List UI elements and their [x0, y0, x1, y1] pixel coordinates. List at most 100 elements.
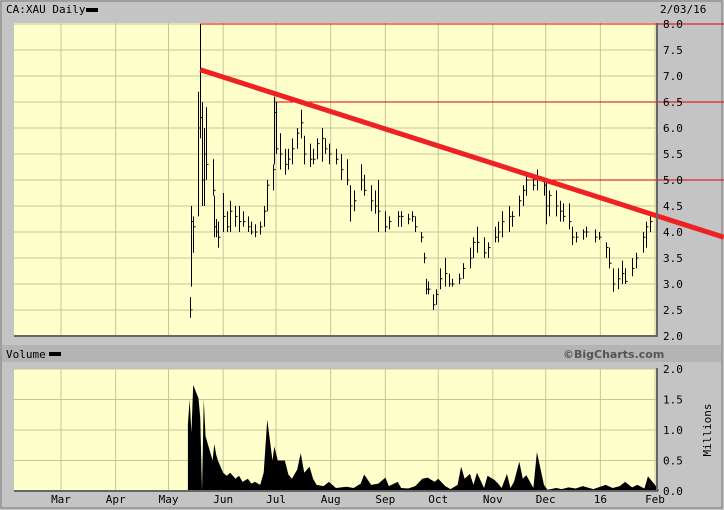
price-bar [632, 258, 635, 277]
price-bar [484, 237, 487, 258]
price-bar [385, 211, 388, 232]
volume-y-tick-label: 0.0 [663, 485, 683, 498]
price-bar [389, 216, 392, 230]
price-bar [618, 268, 621, 290]
x-tick-label: Oct [428, 493, 448, 506]
price-y-tick-label: 7.0 [663, 70, 683, 83]
chart-date: 2/03/16 [660, 3, 706, 16]
price-legend-swatch [86, 8, 98, 12]
price-bar [625, 268, 628, 284]
price-bar [354, 190, 357, 212]
price-bar [436, 289, 439, 305]
volume-legend-swatch [49, 352, 61, 356]
price-bar [556, 190, 559, 217]
price-bar [325, 138, 328, 154]
price-bar [622, 260, 625, 284]
price-bar [313, 148, 316, 165]
x-tick-label: Jun [213, 493, 233, 506]
price-bar [361, 164, 364, 191]
price-y-tick-label: 8.0 [663, 18, 683, 31]
price-bar [509, 206, 512, 232]
price-bar [378, 180, 381, 232]
price-bar [248, 216, 251, 232]
price-bar [636, 252, 639, 269]
price-bar [398, 211, 401, 227]
x-tick-label: May [159, 493, 179, 506]
price-bar [643, 232, 646, 253]
price-bar [227, 211, 230, 232]
price-bar [347, 159, 350, 186]
price-bar [375, 190, 378, 214]
price-y-tick-label: 5.0 [663, 174, 683, 187]
price-bar [408, 213, 411, 225]
price-bar [292, 138, 295, 165]
price-bar [288, 148, 291, 170]
price-bar [310, 143, 313, 167]
price-level-lines [200, 23, 724, 181]
price-bar [304, 135, 307, 165]
price-y-tick-label: 7.5 [663, 44, 683, 57]
x-tick-label: Jul [266, 493, 286, 506]
price-bar [322, 128, 325, 162]
price-bar [440, 268, 443, 290]
price-y-tick-label: 6.5 [663, 96, 683, 109]
x-tick-label: 16 [594, 493, 607, 506]
price-bar [463, 263, 466, 279]
price-bar [350, 185, 353, 222]
price-bar [473, 237, 476, 258]
price-bar [546, 182, 549, 225]
price-bar [218, 221, 221, 248]
price-bar [235, 206, 238, 227]
price-bar [650, 216, 653, 232]
price-bar [563, 203, 566, 222]
price-bar [243, 211, 246, 227]
price-bar [230, 200, 233, 232]
price-bar [523, 185, 526, 206]
price-bar [512, 211, 515, 227]
price-bar [646, 221, 649, 248]
price-bar [190, 297, 193, 318]
price-y-tick-label: 2.5 [663, 304, 683, 317]
price-bar [519, 195, 522, 217]
price-bar [583, 229, 586, 240]
price-bar [572, 226, 575, 245]
price-bar [329, 143, 332, 165]
price-bar [613, 268, 616, 292]
price-bar [452, 278, 455, 287]
price-bar [424, 252, 427, 264]
price-bar [206, 107, 209, 180]
price-bar [260, 221, 263, 235]
price-bar [285, 148, 288, 175]
price-bar [336, 148, 339, 165]
price-bar [255, 224, 258, 238]
price-bar [488, 242, 491, 258]
price-bar [280, 133, 283, 170]
price-y-tick-label: 3.5 [663, 252, 683, 265]
price-bar [371, 185, 374, 212]
price-y-tick-label: 3.0 [663, 278, 683, 291]
volume-y-axis-label: Millions [701, 404, 714, 457]
volume-y-axis: 0.0 0.5 1.0 1.5 2.0 [663, 363, 683, 498]
price-bar [606, 242, 609, 258]
price-bar [595, 229, 598, 243]
price-bar [267, 180, 270, 212]
volume-y-tick-label: 1.5 [663, 394, 683, 407]
price-bar [251, 221, 254, 235]
volume-y-tick-label: 1.0 [663, 424, 683, 437]
price-bar [477, 226, 480, 253]
price-bar [549, 190, 552, 217]
price-bar [609, 247, 612, 269]
price-bar [276, 102, 279, 154]
price-bar [317, 138, 320, 160]
x-tick-label: Nov [483, 493, 503, 506]
price-bar [428, 281, 431, 295]
volume-label: Volume [6, 348, 46, 361]
x-tick-label: Sep [375, 493, 395, 506]
x-tick-label: Apr [106, 493, 126, 506]
bigcharts-brand: ©BigCharts.com [563, 348, 664, 361]
price-bar [223, 193, 226, 232]
price-bar [264, 206, 267, 227]
price-bar [401, 211, 404, 227]
